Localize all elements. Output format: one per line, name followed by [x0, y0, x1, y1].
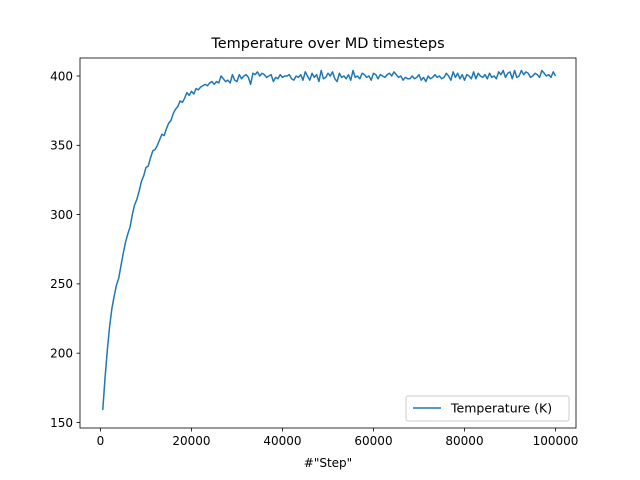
y-tick-label: 350	[50, 139, 73, 153]
x-axis: 0 20000 40000 60000 80000 100000	[97, 428, 579, 448]
y-tick-label: 300	[50, 208, 73, 222]
x-tick-label: 20000	[172, 434, 210, 448]
y-tick-label: 250	[50, 277, 73, 291]
y-axis: 150 200 250 300 350 400	[50, 69, 80, 430]
legend: Temperature (K)	[405, 395, 570, 422]
legend-label: Temperature (K)	[450, 401, 552, 416]
y-tick-label: 400	[50, 69, 73, 83]
chart-title: Temperature over MD timesteps	[210, 36, 444, 52]
x-axis-label: #"Step"	[304, 456, 352, 470]
y-tick-label: 200	[50, 346, 73, 360]
legend-box	[405, 395, 570, 422]
x-tick-label: 100000	[533, 434, 579, 448]
temperature-series-line	[102, 69, 557, 411]
plot-area	[80, 58, 576, 428]
x-tick-label: 0	[97, 434, 105, 448]
plot-frame	[79, 57, 577, 429]
x-tick-label: 60000	[354, 434, 392, 448]
y-tick-label: 150	[50, 416, 73, 430]
x-tick-label: 40000	[263, 434, 301, 448]
x-tick-label: 80000	[445, 434, 483, 448]
